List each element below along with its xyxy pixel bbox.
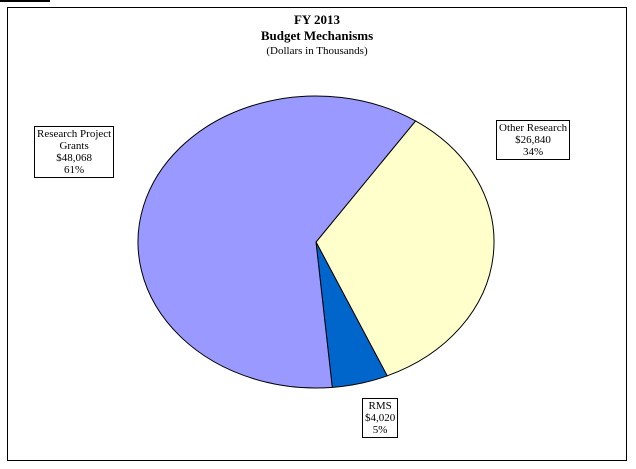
label-other-line1: Other Research — [499, 122, 568, 134]
label-other-research: Other Research $26,840 34% — [496, 120, 571, 160]
chart-units-note: (Dollars in Thousands) — [266, 45, 368, 57]
label-rms: RMS $4,020 5% — [362, 398, 399, 438]
label-other-pct: 34% — [522, 146, 544, 158]
chart-title: FY 2013 — [293, 12, 341, 27]
label-rms-pct: 5% — [372, 424, 388, 436]
label-rpg-line2: Grants — [59, 140, 89, 152]
chart-subtitle: Budget Mechanisms — [260, 28, 374, 43]
label-rms-value: $4,020 — [365, 412, 396, 424]
pie-slice-other-research — [315, 120, 495, 377]
label-rpg-line1: Research Project — [37, 128, 112, 140]
label-research-project-grants: Research Project Grants $48,068 61% — [34, 126, 115, 178]
top-rule — [0, 0, 50, 2]
chart-title-block: FY 2013 Budget Mechanisms (Dollars in Th… — [7, 12, 627, 58]
label-rpg-value: $48,068 — [56, 152, 92, 164]
label-rms-line1: RMS — [368, 400, 392, 412]
pie-slice-research-project-grants — [137, 95, 417, 389]
label-other-value: $26,840 — [515, 134, 551, 146]
label-rpg-pct: 61% — [64, 164, 85, 176]
